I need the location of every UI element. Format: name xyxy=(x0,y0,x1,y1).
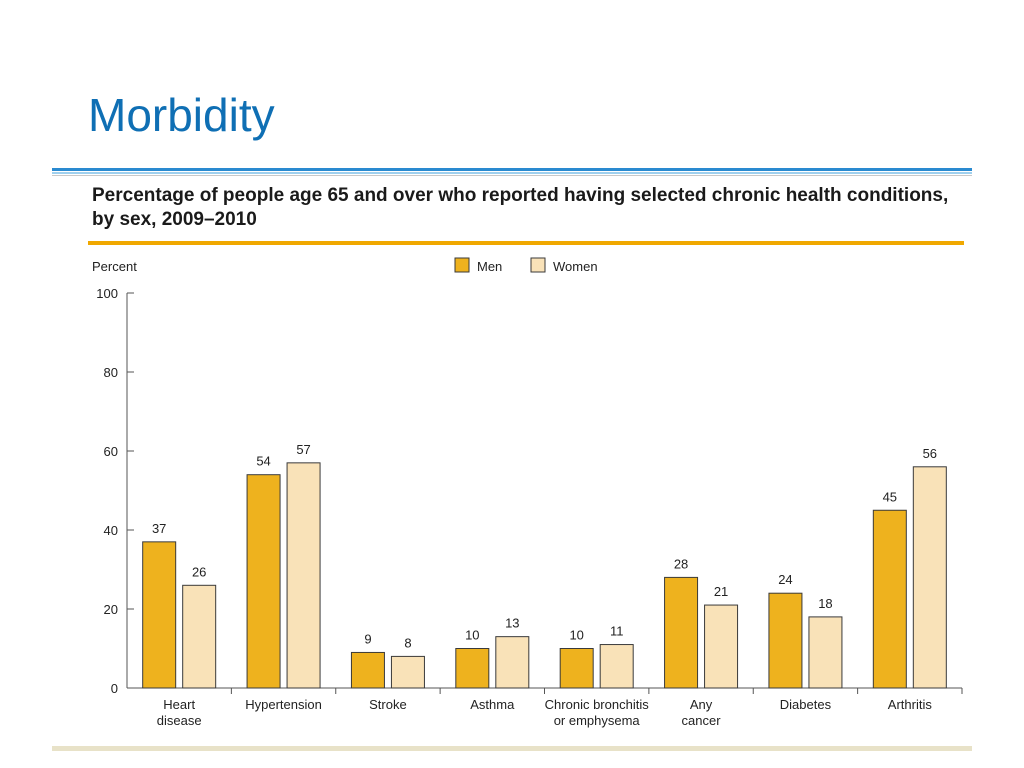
category-label: disease xyxy=(157,713,202,728)
bar-women xyxy=(286,462,321,689)
category-label: Hypertension xyxy=(245,697,322,712)
y-tick-label: 0 xyxy=(111,681,118,696)
data-label: 54 xyxy=(256,454,270,469)
category-label: cancer xyxy=(682,713,722,728)
data-label: 24 xyxy=(778,572,792,587)
y-axis-label: Percent xyxy=(92,259,137,274)
category-label: Heart xyxy=(163,697,195,712)
slide-title: Morbidity xyxy=(88,89,275,141)
category-label: Stroke xyxy=(369,697,407,712)
bar-men xyxy=(455,648,490,689)
legend-swatch-men xyxy=(454,257,470,273)
bar-women xyxy=(390,655,425,689)
legend-swatch-women xyxy=(530,257,546,273)
bar-men xyxy=(559,648,594,689)
bar-women xyxy=(704,604,739,689)
category-label: Asthma xyxy=(470,697,515,712)
data-label: 10 xyxy=(569,628,583,643)
legend-label-women: Women xyxy=(553,259,598,274)
category-label: Diabetes xyxy=(780,697,832,712)
bar-men xyxy=(350,651,385,689)
bar-men xyxy=(768,592,803,689)
data-label: 13 xyxy=(505,616,519,631)
y-tick-label: 60 xyxy=(104,444,118,459)
bar-women xyxy=(495,636,530,689)
footer-divider xyxy=(52,746,972,751)
data-label: 8 xyxy=(404,635,411,650)
chart-title: Percentage of people age 65 and over who… xyxy=(92,185,949,230)
bar-men xyxy=(664,576,699,689)
data-label: 57 xyxy=(296,442,310,457)
y-tick-label: 40 xyxy=(104,523,118,538)
category-label: Any xyxy=(690,697,713,712)
data-label: 45 xyxy=(883,489,897,504)
data-label: 21 xyxy=(714,584,728,599)
bar-women xyxy=(808,616,843,689)
category-label: Chronic bronchitis xyxy=(545,697,650,712)
bar-women xyxy=(599,644,634,689)
data-label: 26 xyxy=(192,564,206,579)
data-label: 10 xyxy=(465,628,479,643)
bar-women xyxy=(912,466,947,689)
data-label: 28 xyxy=(674,556,688,571)
legend-label-men: Men xyxy=(477,259,502,274)
title-divider xyxy=(52,168,972,176)
data-label: 9 xyxy=(364,631,371,646)
y-tick-label: 100 xyxy=(96,286,118,301)
category-label: or emphysema xyxy=(554,713,641,728)
y-tick-label: 80 xyxy=(104,365,118,380)
y-tick-label: 20 xyxy=(104,602,118,617)
bar-men xyxy=(872,509,907,689)
bar-men xyxy=(246,474,281,689)
data-label: 18 xyxy=(818,596,832,611)
bar-women xyxy=(182,584,217,689)
bar-men xyxy=(142,541,177,689)
chart-title-underline xyxy=(88,241,964,245)
data-label: 56 xyxy=(923,446,937,461)
data-label: 37 xyxy=(152,521,166,536)
data-label: 11 xyxy=(610,624,624,639)
category-label: Arthritis xyxy=(888,697,933,712)
